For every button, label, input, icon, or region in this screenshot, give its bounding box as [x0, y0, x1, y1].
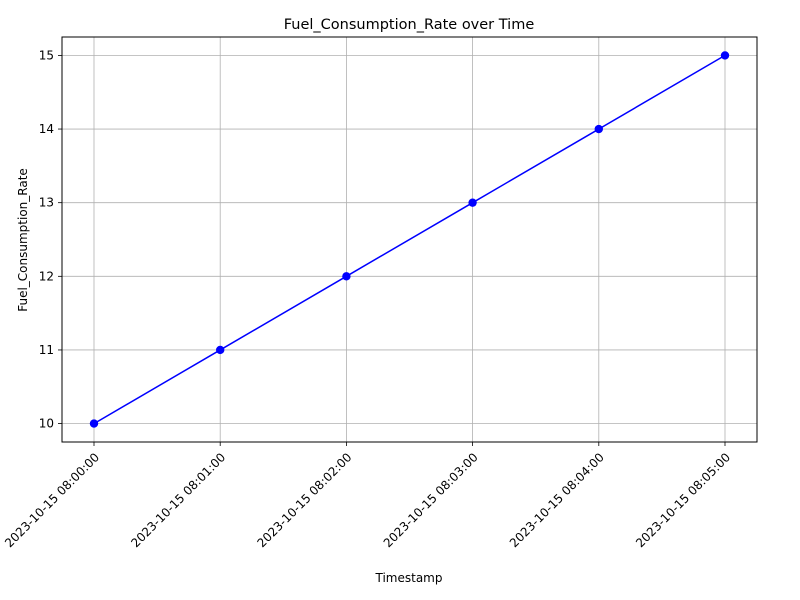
grid-lines: [62, 37, 757, 442]
y-tick-label: 15: [39, 48, 54, 62]
data-point: [594, 124, 603, 134]
series-line: [93, 54, 726, 425]
chart-title: Fuel_Consumption_Rate over Time: [284, 17, 535, 33]
y-tick-label: 11: [39, 343, 54, 357]
plot-area-frame: [61, 36, 758, 443]
data-point: [216, 345, 225, 355]
y-axis-label: Fuel_Consumption_Rate: [16, 168, 30, 312]
data-point: [468, 198, 477, 207]
y-axis-ticks: 10 11 12 13 14 15: [39, 48, 62, 431]
y-tick-label: 14: [39, 122, 54, 136]
y-tick-label: 13: [39, 196, 54, 210]
data-point: [342, 272, 351, 281]
x-axis-label: Timestamp: [375, 571, 443, 585]
data-point: [89, 419, 99, 428]
y-tick-label: 12: [39, 269, 54, 283]
data-series: [89, 51, 730, 428]
y-tick-label: 10: [39, 417, 54, 431]
data-point: [720, 51, 730, 60]
